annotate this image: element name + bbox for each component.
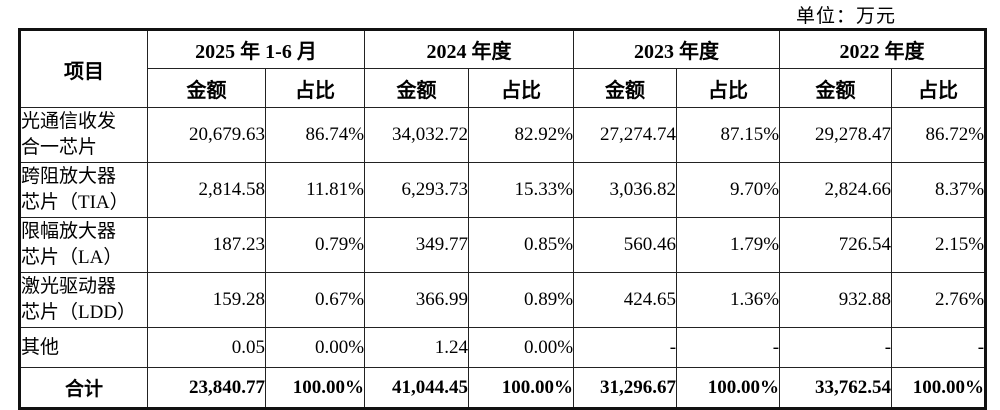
header-row-subheaders: 金额 占比 金额 占比 金额 占比 金额 占比: [20, 68, 987, 108]
row-label: 激光驱动器 芯片（LDD）: [19, 272, 148, 328]
header-amount-2022: 金额: [779, 68, 893, 108]
cell-value: 9.70%: [676, 162, 781, 218]
cell-value: 0.85%: [468, 217, 575, 273]
cell-value: 23,840.77: [147, 367, 266, 409]
cell-value: -: [676, 327, 781, 368]
cell-value: 560.46: [573, 217, 678, 273]
cell-value: 8.37%: [891, 162, 987, 218]
cell-value: -: [779, 327, 893, 368]
cell-value: 349.77: [364, 217, 470, 273]
cell-value: 2,824.66: [779, 162, 893, 218]
header-item: 项目: [19, 29, 148, 108]
row-label: 限幅放大器 芯片（LA）: [19, 217, 148, 273]
cell-value: 34,032.72: [364, 107, 470, 163]
cell-value: 11.81%: [264, 162, 366, 218]
header-amount-2024: 金额: [364, 68, 470, 108]
cell-value: 100.00%: [891, 367, 987, 409]
header-ratio-2023: 占比: [676, 68, 781, 108]
table-row-other: 其他 0.05 0.00% 1.24 0.00% - - - -: [19, 327, 987, 368]
cell-value: 41,044.45: [364, 367, 470, 409]
cell-value: -: [891, 327, 987, 368]
row-label: 光通信收发 合一芯片: [19, 107, 148, 163]
header-ratio-2024: 占比: [468, 68, 575, 108]
cell-value: 1.24: [364, 327, 470, 368]
cell-value: 100.00%: [264, 367, 366, 409]
cell-value: 86.74%: [264, 107, 366, 163]
table-row-tia: 跨阻放大器 芯片（TIA） 2,814.58 11.81% 6,293.73 1…: [19, 162, 987, 218]
table-row-optical-transceiver: 光通信收发 合一芯片 20,679.63 86.74% 34,032.72 82…: [19, 107, 987, 163]
cell-value: 726.54: [779, 217, 893, 273]
cell-value: 0.05: [147, 327, 266, 368]
cell-value: 100.00%: [676, 367, 781, 409]
cell-value: 424.65: [573, 272, 678, 328]
cell-value: 2,814.58: [147, 162, 266, 218]
cell-value: 1.79%: [676, 217, 781, 273]
total-label: 合计: [19, 367, 148, 409]
cell-value: 29,278.47: [779, 107, 893, 163]
table-row-la: 限幅放大器 芯片（LA） 187.23 0.79% 349.77 0.85% 5…: [19, 217, 987, 273]
cell-value: 82.92%: [468, 107, 575, 163]
cell-value: 932.88: [779, 272, 893, 328]
row-label: 其他: [19, 327, 148, 368]
row-label: 跨阻放大器 芯片（TIA）: [19, 162, 148, 218]
cell-value: 100.00%: [468, 367, 575, 409]
cell-value: 366.99: [364, 272, 470, 328]
cell-value: 0.67%: [264, 272, 366, 328]
cell-value: 2.76%: [891, 272, 987, 328]
header-period-2023: 2023 年度: [573, 29, 781, 69]
cell-value: 0.00%: [264, 327, 366, 368]
cell-value: 31,296.67: [573, 367, 678, 409]
cell-value: 87.15%: [676, 107, 781, 163]
header-period-2024: 2024 年度: [364, 29, 575, 69]
cell-value: -: [573, 327, 678, 368]
cell-value: 159.28: [147, 272, 266, 328]
cell-value: 0.89%: [468, 272, 575, 328]
table-row-total: 合计 23,840.77 100.00% 41,044.45 100.00% 3…: [19, 367, 987, 409]
cell-value: 0.00%: [468, 327, 575, 368]
header-period-2022: 2022 年度: [779, 29, 987, 69]
cell-value: 15.33%: [468, 162, 575, 218]
cell-value: 86.72%: [891, 107, 987, 163]
header-ratio-2025: 占比: [264, 68, 366, 108]
cell-value: 33,762.54: [779, 367, 893, 409]
cell-value: 6,293.73: [364, 162, 470, 218]
cell-value: 27,274.74: [573, 107, 678, 163]
header-ratio-2022: 占比: [891, 68, 987, 108]
cell-value: 20,679.63: [147, 107, 266, 163]
cell-value: 3,036.82: [573, 162, 678, 218]
cell-value: 187.23: [147, 217, 266, 273]
header-period-2025: 2025 年 1-6 月: [146, 29, 366, 69]
revenue-breakdown-table: 项目 2025 年 1-6 月 2024 年度 2023 年度 2022 年度 …: [18, 28, 988, 410]
header-row-periods: 项目 2025 年 1-6 月 2024 年度 2023 年度 2022 年度: [19, 29, 987, 108]
header-amount-2025: 金额: [147, 68, 266, 108]
cell-value: 0.79%: [264, 217, 366, 273]
cell-value: 1.36%: [676, 272, 781, 328]
header-amount-2023: 金额: [573, 68, 678, 108]
cell-value: 2.15%: [891, 217, 987, 273]
table-row-ldd: 激光驱动器 芯片（LDD） 159.28 0.67% 366.99 0.89% …: [19, 272, 987, 328]
unit-label: 单位：万元: [796, 6, 897, 27]
